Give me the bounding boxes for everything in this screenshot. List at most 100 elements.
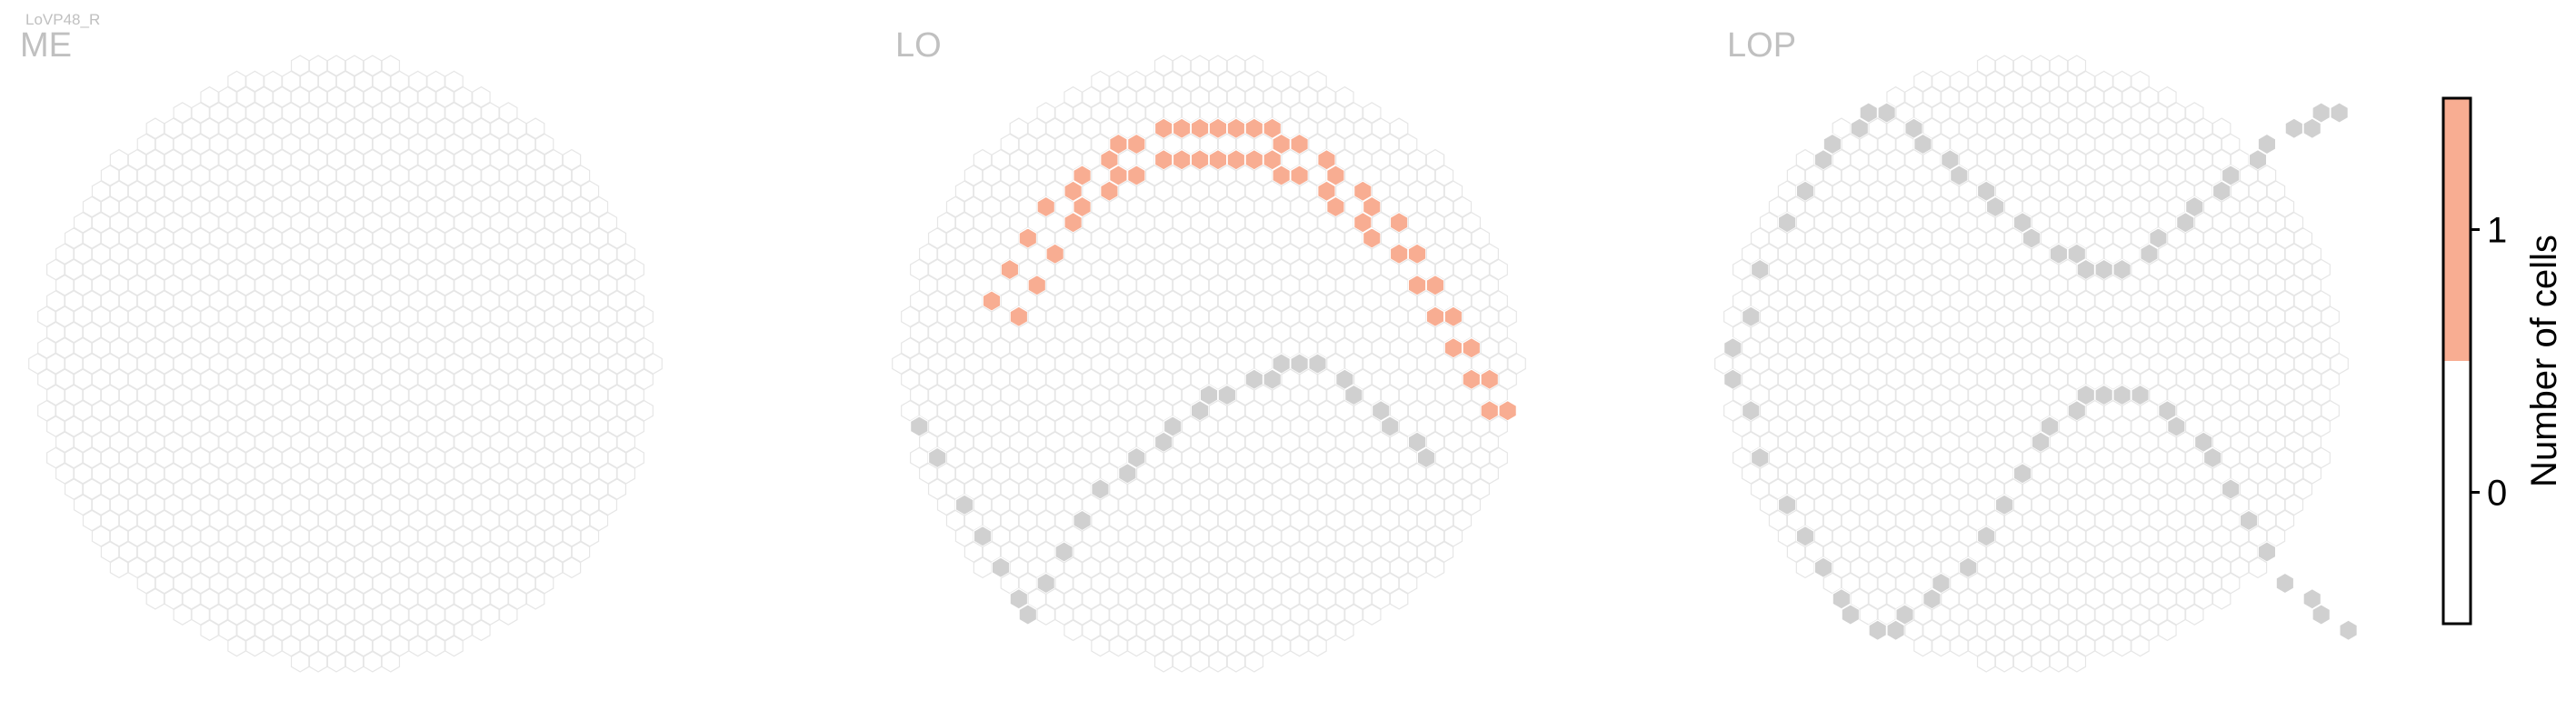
hex-cell bbox=[1082, 525, 1101, 547]
hex-cell bbox=[1471, 384, 1491, 406]
hex-cell bbox=[1109, 509, 1128, 532]
hex-cell bbox=[1190, 243, 1210, 265]
hex-cell bbox=[571, 384, 591, 406]
hex-cell bbox=[580, 525, 600, 547]
hex-cell bbox=[1109, 416, 1128, 437]
hex-cell bbox=[1217, 604, 1237, 626]
hex-cell bbox=[1299, 556, 1318, 579]
hex-cell bbox=[616, 431, 635, 454]
hex-cell bbox=[1299, 336, 1318, 359]
hex-cell bbox=[1109, 572, 1128, 595]
hex-cell bbox=[73, 243, 93, 265]
hex-cell bbox=[1795, 556, 1815, 579]
colorbar-frame bbox=[2441, 96, 2472, 626]
hex-cell bbox=[1190, 494, 1210, 516]
panel-lop: LOP bbox=[1714, 26, 2358, 673]
hex-cell bbox=[1163, 604, 1183, 626]
hex-cell bbox=[1732, 416, 1752, 437]
hex-cell bbox=[173, 604, 192, 626]
hex-cell bbox=[1425, 556, 1445, 579]
hex-cell bbox=[1443, 525, 1463, 547]
hex-cell bbox=[1190, 274, 1210, 296]
hex-cell bbox=[553, 541, 573, 563]
hex-cell bbox=[1190, 619, 1210, 642]
hex-cell bbox=[499, 509, 518, 532]
hex-cell bbox=[490, 525, 509, 547]
hex-cell bbox=[544, 243, 564, 265]
hex-cell bbox=[1163, 384, 1183, 406]
hex-cell bbox=[2302, 462, 2321, 485]
hex-cell bbox=[73, 368, 93, 391]
hex-cell bbox=[598, 399, 618, 422]
hex-cell bbox=[2311, 416, 2331, 437]
hex-cell bbox=[1498, 368, 1517, 391]
hex-cell bbox=[73, 399, 93, 422]
hex-cell bbox=[472, 494, 491, 516]
hex-cell bbox=[472, 525, 491, 547]
hex-cell bbox=[109, 556, 129, 579]
hex-cell bbox=[1153, 650, 1173, 673]
hex-cell bbox=[571, 290, 591, 312]
hex-cell bbox=[227, 635, 246, 657]
hex-cell bbox=[2311, 384, 2331, 406]
hex-cell bbox=[1489, 258, 1508, 281]
hex-cell bbox=[2031, 650, 2051, 673]
hex-cell bbox=[1480, 431, 1499, 454]
hex-cell bbox=[2330, 353, 2349, 375]
hex-cell bbox=[344, 650, 364, 673]
hex-cell bbox=[973, 556, 993, 579]
hex-cell bbox=[544, 399, 564, 422]
hex-cell bbox=[499, 258, 518, 281]
hex-cell bbox=[2311, 321, 2331, 344]
hex-cell bbox=[1471, 353, 1491, 375]
hex-cell bbox=[408, 635, 427, 657]
hex-cell bbox=[1299, 399, 1318, 422]
hex-cell bbox=[2293, 478, 2313, 500]
hex-cell bbox=[1299, 305, 1318, 328]
hex-cell bbox=[2012, 650, 2032, 673]
hex-cell bbox=[1163, 478, 1183, 500]
hex-cell bbox=[490, 494, 509, 516]
hex-cell bbox=[2321, 368, 2340, 391]
hex-cell bbox=[598, 494, 618, 516]
hex-panels: ME LO LOP bbox=[20, 26, 2358, 673]
hex-cell bbox=[1217, 416, 1237, 437]
hex-cell-boundary bbox=[2284, 117, 2304, 140]
hex-cell bbox=[1498, 305, 1517, 328]
hex-cell bbox=[544, 431, 564, 454]
hex-cell bbox=[499, 478, 518, 500]
hex-cell bbox=[2067, 650, 2087, 673]
hex-cell bbox=[1299, 243, 1318, 265]
hex-cell-boundary bbox=[2302, 117, 2321, 140]
hex-cell bbox=[1163, 572, 1183, 595]
hex-cell bbox=[544, 274, 564, 296]
hex-cell bbox=[1489, 446, 1508, 469]
hex-cell bbox=[1335, 619, 1354, 642]
hex-cell bbox=[1163, 446, 1183, 469]
hex-cell bbox=[598, 462, 618, 485]
hex-cell bbox=[64, 258, 84, 281]
hex-cell bbox=[1163, 321, 1183, 344]
hex-cell-boundary bbox=[1841, 604, 1861, 626]
hex-cell bbox=[1471, 227, 1491, 249]
hex-cell bbox=[1082, 462, 1101, 485]
hex-cell bbox=[1389, 587, 1409, 610]
hex-cell bbox=[1299, 619, 1318, 642]
hex-cell bbox=[607, 478, 627, 500]
hex-cell bbox=[426, 635, 445, 657]
hex-cell bbox=[472, 619, 491, 642]
hex-cell bbox=[553, 384, 573, 406]
hex-cell bbox=[1190, 336, 1210, 359]
hex-cell bbox=[553, 509, 573, 532]
hex-cell bbox=[200, 619, 219, 642]
hex-cell bbox=[2158, 619, 2177, 642]
hex-cell bbox=[1091, 635, 1110, 657]
hex-cell bbox=[1109, 604, 1128, 626]
panel-lo: LO bbox=[892, 26, 1526, 673]
hex-cell bbox=[1217, 446, 1237, 469]
hex-cell bbox=[1489, 416, 1508, 437]
hex-cell bbox=[73, 431, 93, 454]
hex-cell bbox=[1950, 635, 1969, 657]
hex-cell bbox=[264, 635, 283, 657]
hex-cell bbox=[1217, 227, 1237, 249]
